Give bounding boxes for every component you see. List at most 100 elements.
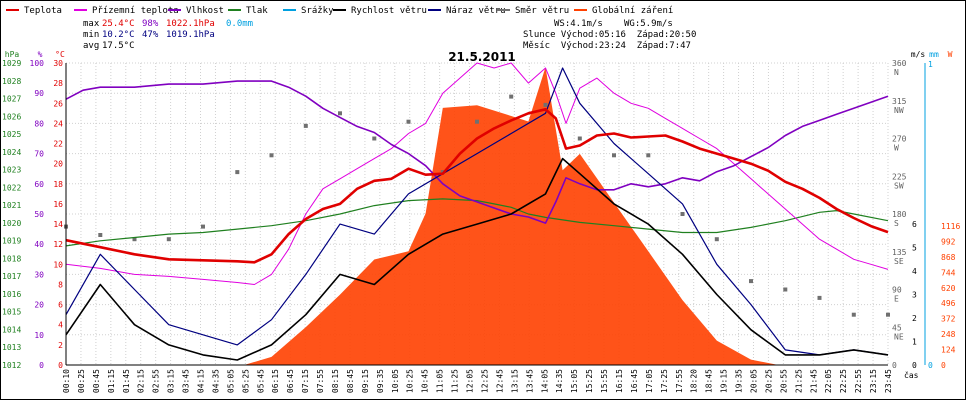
wind-direction-point [132, 237, 137, 242]
x-tick-label: 07:15 [301, 369, 310, 393]
x-tick-label: 20:25 [764, 369, 773, 393]
wind-direction-point [749, 279, 753, 284]
x-tick-label: 12:25 [481, 369, 490, 393]
axis-tick-label: 45 [892, 323, 902, 332]
axis-tick-label: 1015 [2, 308, 21, 317]
legend-label: Srážky [301, 6, 334, 16]
x-tick-label: 21:25 [794, 369, 803, 393]
x-tick-label: 19:35 [735, 369, 744, 393]
chart-title: 21.5.2011 [448, 50, 516, 64]
x-tick-label: 10:05 [391, 369, 400, 393]
x-tick-label: 08:45 [346, 369, 355, 393]
legend-item: Srážky [283, 6, 334, 16]
moon-info: Měsíc Východ:23:24 Západ:7:47 [523, 41, 691, 51]
axis-tick-label: 28 [53, 79, 63, 88]
x-tick-label: 15:25 [585, 369, 594, 393]
legend-item: Přízemní teplota [74, 6, 179, 16]
stat-min-temp: 10.2°C [102, 30, 135, 40]
axis-tick-label: 10 [34, 331, 44, 340]
x-axis-ticks: 00:10 00:25 00:45 01:15 01:45 02:15 02:55 03:15… [62, 369, 919, 393]
axis-tick-label: 3 [912, 291, 917, 300]
legend: Teplota Přízemní teplota Vlhkost Tlak Srážky… [6, 6, 673, 16]
stat-max-press: 1022.1hPa [166, 19, 215, 29]
wind-direction-point [372, 136, 377, 141]
axis-tick-label: 12 [53, 240, 63, 249]
axis-tick-label: 1025 [2, 130, 21, 139]
x-tick-label: 18:45 [705, 369, 714, 393]
x-tick-label: 09:15 [361, 369, 370, 393]
axis-unit-label: m/s [911, 50, 926, 59]
axis-tick-label: 0 [941, 361, 946, 370]
x-tick-label: 18:20 [690, 369, 699, 393]
axis-unit-label: W [948, 50, 953, 59]
axis-tick-label: 868 [941, 253, 956, 262]
axis-tick-label: 1024 [2, 148, 21, 157]
axis-tick-label: 1026 [2, 112, 21, 121]
axis-tick-label: SW [894, 181, 904, 190]
legend-item: Vlhkost [168, 6, 224, 16]
axis-tick-label: 60 [34, 180, 44, 189]
wind-direction-point [851, 312, 856, 317]
x-tick-label: 20:55 [779, 369, 788, 393]
axis-unit-label: % [38, 50, 43, 59]
axis-tick-label: 8 [58, 281, 63, 290]
x-tick-label: 09:35 [376, 369, 385, 393]
x-tick-label: 10:45 [421, 369, 430, 393]
axis-tick-label: S [894, 219, 899, 228]
series-global-radiation [244, 67, 779, 366]
stat-avg-label: avg [83, 41, 99, 51]
legend-label: Teplota [24, 6, 62, 16]
x-tick-label: 01:15 [107, 369, 116, 393]
series-humidity [65, 80, 889, 224]
axis-tick-label: 1018 [2, 254, 21, 263]
wind-direction-point [406, 119, 411, 124]
x-tick-label: 15:55 [600, 369, 609, 393]
x-tick-label: 16:45 [630, 369, 639, 393]
axis-tick-label: 80 [34, 119, 44, 128]
x-tick-label: 04:15 [197, 369, 206, 393]
stat-precip: 0.0mm [226, 19, 253, 29]
axis-tick-label: 24 [53, 119, 63, 128]
wind-direction-point [338, 111, 342, 116]
wind-direction-point [783, 287, 788, 292]
x-tick-label: 17:55 [675, 369, 684, 393]
wind-direction-point [817, 295, 822, 300]
axis-tick-label: 315 [892, 97, 907, 106]
wind-direction-point [235, 170, 240, 175]
x-tick-label: 02:15 [137, 369, 146, 393]
x-tick-label: 22:05 [824, 369, 833, 393]
legend-label: Přízemní teplota [92, 6, 179, 16]
wind-direction-point [269, 153, 274, 158]
axis-tick-label: 1013 [2, 343, 21, 352]
axis-tick-label: 0 [892, 361, 897, 370]
axis-tick-label: E [894, 295, 899, 304]
x-tick-label: 13:15 [510, 369, 519, 393]
stat-max-hum: 98% [142, 19, 159, 29]
axis-tick-label: NW [894, 106, 904, 115]
axis-tick-label: 1016 [2, 290, 21, 299]
axis-tick-label: 20 [53, 160, 63, 169]
x-tick-label: 04:35 [212, 369, 221, 393]
axis-tick-label: 1027 [2, 95, 21, 104]
axis-tick-label: 70 [34, 150, 44, 159]
axis-tick-label: 1022 [2, 183, 21, 192]
wind-direction-point [612, 153, 616, 158]
x-tick-label: 12:05 [466, 369, 475, 393]
legend-item: Směr větru [497, 6, 569, 16]
wind-speed-info: WS:4.1m/s [554, 19, 603, 29]
wind-direction-point [509, 94, 514, 99]
axis-unit-label: °C [55, 50, 65, 59]
axis-tick-label: 4 [58, 321, 63, 330]
x-tick-label: 13:45 [525, 369, 534, 393]
x-tick-label: 00:10 [62, 369, 71, 393]
axis-tick-label: 5 [912, 244, 917, 253]
axis-tick-label: 124 [941, 346, 956, 355]
axis-tick-label: 1017 [2, 272, 21, 281]
x-tick-label: 00:25 [77, 369, 86, 393]
axis-tick-label: 2 [912, 314, 917, 323]
axis-tick-label: 0 [912, 361, 917, 370]
wind-direction-point [714, 237, 719, 242]
